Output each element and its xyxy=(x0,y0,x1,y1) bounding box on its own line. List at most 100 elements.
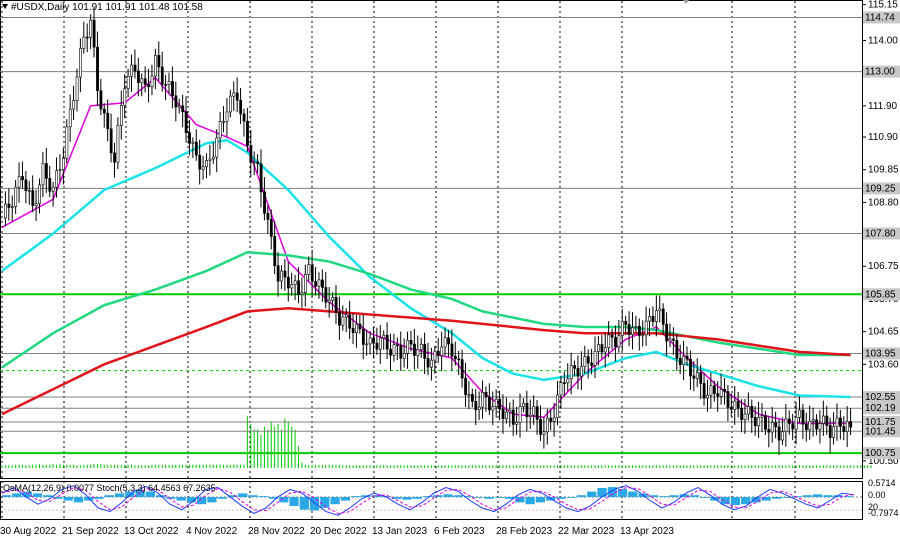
candle-body xyxy=(130,64,134,77)
candle-body xyxy=(280,270,283,282)
candle-body xyxy=(719,388,723,397)
candle-body xyxy=(593,351,597,366)
candle-body xyxy=(689,358,692,377)
level-tag xyxy=(863,182,900,195)
level-tag-label: 113.00 xyxy=(865,67,895,78)
candle-body xyxy=(378,337,382,350)
moving-averages xyxy=(1,76,851,425)
candle-body xyxy=(501,408,505,420)
candle-body xyxy=(733,400,737,410)
candle-body xyxy=(310,264,314,282)
candle-body xyxy=(426,358,430,368)
candle-body xyxy=(283,270,287,278)
candle-body xyxy=(355,323,358,334)
candle-body xyxy=(794,417,798,430)
candle-body xyxy=(324,287,328,303)
candle-body xyxy=(747,406,750,415)
candle-body xyxy=(644,320,648,336)
candle-body xyxy=(484,392,488,398)
candle-body xyxy=(603,347,607,353)
candle-body xyxy=(631,327,634,335)
osma-bar xyxy=(782,497,792,498)
candle-body xyxy=(72,100,76,110)
osma-bar xyxy=(320,497,330,508)
osma-bar xyxy=(566,497,576,498)
candle-body xyxy=(467,394,471,396)
level-tag xyxy=(863,65,900,78)
osma-bar xyxy=(351,496,361,497)
y-tick-label: 114.00 xyxy=(868,35,898,46)
candle-body xyxy=(545,417,549,433)
candle-body xyxy=(65,126,69,159)
candle-body xyxy=(699,372,703,384)
x-tick-label: 30 Aug 2022 xyxy=(0,526,57,537)
price-axis: 115.15114.00112.95111.90110.90109.85108.… xyxy=(862,0,900,518)
osma-bar xyxy=(453,495,463,497)
candle-body xyxy=(498,398,502,410)
candle-body xyxy=(246,120,249,146)
candle-body xyxy=(842,426,846,432)
y-tick-label: 103.60 xyxy=(868,359,899,370)
candle-body xyxy=(566,378,570,384)
candle-body xyxy=(658,308,662,312)
candle-body xyxy=(232,92,236,97)
x-tick-label: 28 Nov 2022 xyxy=(248,526,305,537)
osma-bar xyxy=(84,497,94,501)
candle-body xyxy=(273,236,277,266)
candle-body xyxy=(753,417,757,427)
candle-body xyxy=(167,81,171,86)
candle-body xyxy=(62,157,65,170)
candle-body xyxy=(743,413,747,420)
osma-bar xyxy=(607,487,617,497)
candle-body xyxy=(440,346,444,356)
scroll-marker-icon[interactable] xyxy=(683,0,689,4)
level-tag-label: 101.45 xyxy=(865,426,896,437)
candle-body xyxy=(723,388,726,392)
symbol-header: #USDX,Daily 101.91 101.91 101.48 101.58 xyxy=(11,2,203,13)
candle-body xyxy=(590,362,594,366)
candle-body xyxy=(784,418,788,433)
osma-bar xyxy=(556,497,566,499)
candle-body xyxy=(460,359,464,379)
candle-body xyxy=(235,92,239,101)
candle-body xyxy=(559,382,563,396)
candle-body xyxy=(82,36,86,49)
ema-line xyxy=(1,138,851,399)
candle-body xyxy=(188,132,191,144)
candle-body xyxy=(835,417,839,428)
candle-body xyxy=(123,88,127,106)
candle-body xyxy=(109,128,113,154)
candle-body xyxy=(825,415,829,426)
candle-body xyxy=(314,281,318,287)
y-tick-label: 110.90 xyxy=(868,132,898,143)
osma-bar xyxy=(268,497,279,499)
osma-bar xyxy=(433,495,443,497)
candle-body xyxy=(767,429,771,433)
candle-body xyxy=(477,406,481,411)
candle-body xyxy=(143,78,147,85)
osma-bar xyxy=(494,497,504,498)
candle-body xyxy=(348,314,352,329)
candle-body xyxy=(137,70,140,84)
candle-body xyxy=(75,76,79,101)
candle-body xyxy=(419,343,423,350)
candle-body xyxy=(402,352,406,359)
osma-bar xyxy=(330,497,340,505)
osma-bar xyxy=(12,493,22,497)
candle-body xyxy=(126,75,130,90)
osma-bar xyxy=(114,493,125,497)
osma-bar xyxy=(689,495,700,497)
osma-bar xyxy=(104,495,114,497)
osma-bar xyxy=(648,495,658,497)
candle-body xyxy=(229,95,232,113)
candle-body xyxy=(508,409,512,413)
candle-body xyxy=(610,334,614,338)
candle-body xyxy=(832,426,836,438)
osma-bar xyxy=(176,497,186,501)
candle-body xyxy=(290,284,294,289)
candle-body xyxy=(181,105,185,113)
x-tick-label: 13 Oct 2022 xyxy=(124,526,179,537)
candle-body xyxy=(726,391,730,408)
candle-body xyxy=(157,55,161,68)
level-tag xyxy=(863,288,900,301)
